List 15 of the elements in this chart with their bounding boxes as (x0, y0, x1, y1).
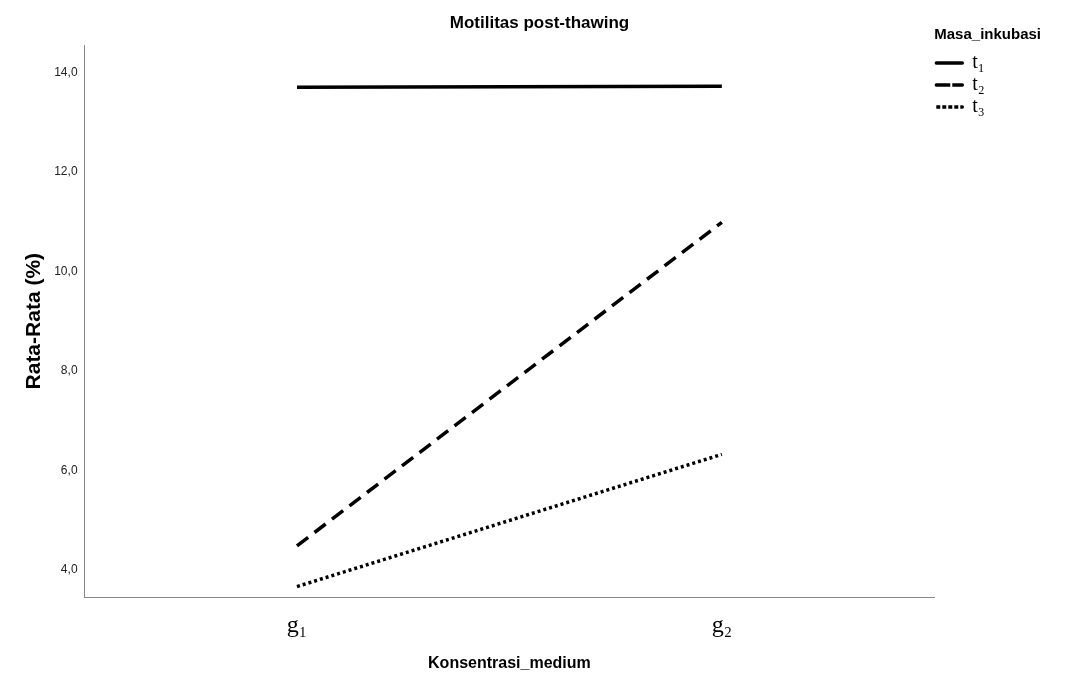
x-tick-label: g₁ (286, 610, 308, 637)
legend-label: t₁ (972, 50, 985, 73)
legend-title: Masa_inkubasi (934, 24, 1041, 42)
y-tick-label: 6,0 (60, 462, 78, 477)
x-tick-label: g₂ (711, 610, 733, 637)
y-tick-label: 8,0 (60, 363, 78, 378)
legend-label: t₂ (972, 72, 985, 95)
y-tick-label: 12,0 (54, 164, 78, 179)
x-axis-title: Konsentrasi_medium (428, 653, 591, 671)
chart-title: Motilitas post-thawing (449, 12, 630, 32)
y-tick-label: 4,0 (60, 561, 78, 576)
legend-label: t₃ (972, 94, 985, 117)
y-tick-label: 14,0 (54, 65, 78, 80)
y-axis-title: Rata-Rata (%) (21, 252, 45, 390)
y-tick-label: 10,0 (54, 263, 78, 278)
